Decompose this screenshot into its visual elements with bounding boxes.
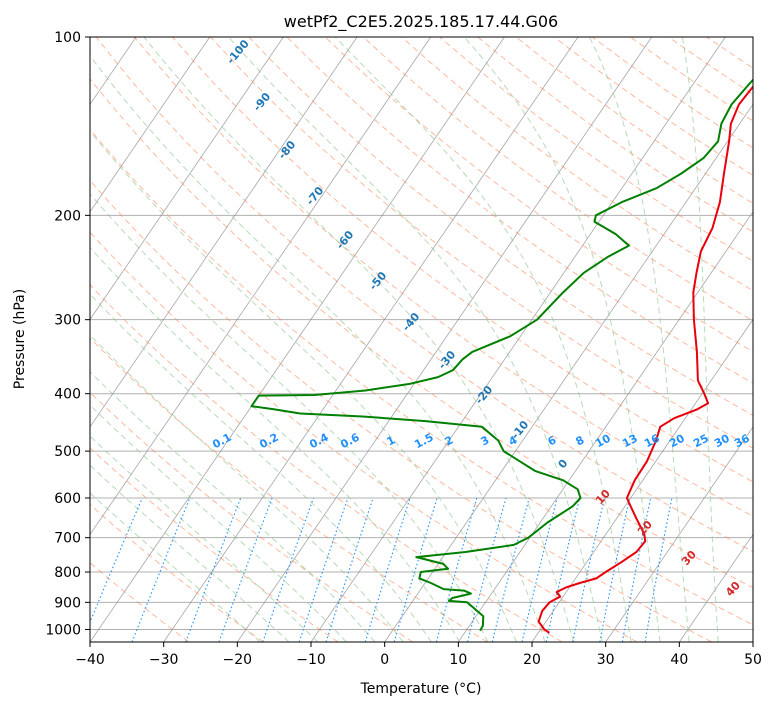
plot-area [90, 37, 753, 642]
x-tick-label: 50 [744, 652, 762, 668]
y-tick-label: 100 [54, 30, 81, 46]
chart-title: wetPf2_C2E5.2025.185.17.44.G06 [284, 12, 558, 32]
y-tick-label: 500 [54, 444, 81, 460]
y-tick-label: 400 [54, 387, 81, 403]
x-axis-title: Temperature (°C) [360, 681, 482, 697]
y-tick-label: 600 [54, 491, 81, 507]
x-tick-label: −30 [149, 652, 179, 668]
x-tick-label: −20 [223, 652, 253, 668]
x-tick-label: −40 [75, 652, 105, 668]
y-tick-label: 700 [54, 531, 81, 547]
y-tick-label: 900 [54, 595, 81, 611]
x-tick-label: 40 [670, 652, 688, 668]
x-tick-label: −10 [296, 652, 326, 668]
x-tick-label: 20 [523, 652, 541, 668]
y-tick-label: 300 [54, 313, 81, 329]
x-tick-label: 0 [380, 652, 389, 668]
x-tick-label: 30 [597, 652, 615, 668]
y-axis-title: Pressure (hPa) [12, 289, 28, 389]
y-tick-label: 1000 [45, 622, 81, 638]
x-tick-label: 10 [449, 652, 467, 668]
y-tick-label: 800 [54, 565, 81, 581]
y-tick-label: 200 [54, 208, 81, 224]
